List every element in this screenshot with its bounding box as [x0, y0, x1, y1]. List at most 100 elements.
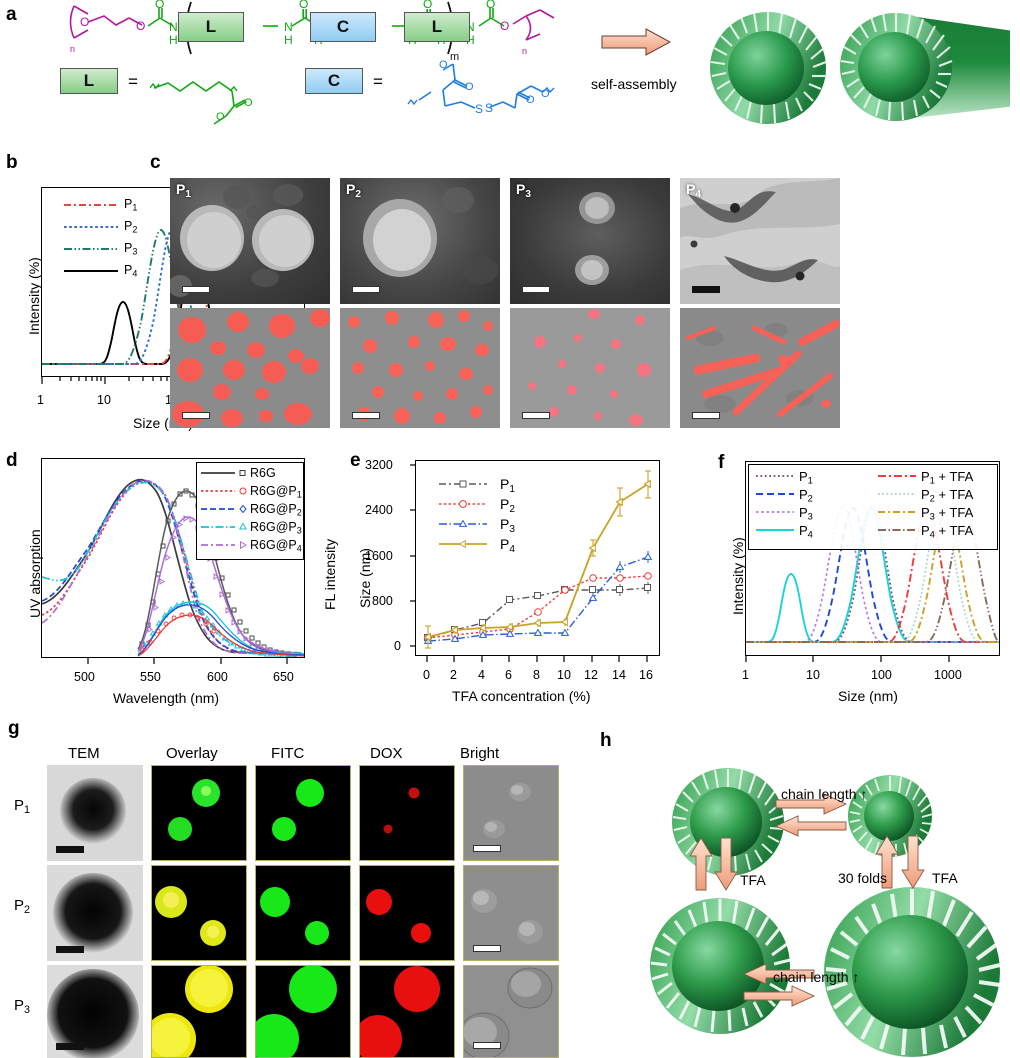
svg-text:S: S [485, 101, 493, 115]
svg-text:N: N [466, 20, 475, 34]
panel-c-label-P4: P4 [686, 181, 701, 200]
svg-text:n: n [522, 46, 527, 56]
svg-text:S: S [475, 102, 483, 116]
panel-e-legend-item-0: P1 [500, 476, 515, 495]
panel-c-tem-P4: P4 [680, 178, 840, 304]
panel-g-tem-P2 [47, 865, 143, 961]
panel-f-legend-box [748, 464, 998, 550]
panel-f-xtick-1: 10 [806, 668, 820, 682]
panel-e-xtick-1: 2 [450, 668, 457, 682]
panel-c-fluor-P3 [510, 308, 670, 428]
scale-bar [522, 412, 550, 419]
svg-text:O: O [500, 19, 509, 33]
legend-box-L: L [60, 68, 118, 94]
panel-g-fitc-P3 [255, 965, 351, 1058]
panel-g-fitc-P1 [255, 765, 351, 861]
panel-h-chain-length-top-label: chain length ↑ [781, 786, 868, 802]
panel-h-tfa-left-label: TFA [740, 872, 766, 888]
scale-bar [692, 412, 720, 419]
panel-c-tem-P3: P3 [510, 178, 670, 304]
self-assembly-label: self-assembly [591, 76, 677, 92]
panel-a-letter: a [6, 4, 17, 25]
panel-g-col-header-fitc: FITC [271, 745, 305, 762]
panel-e-ytick-3: 2400 [365, 503, 393, 517]
scale-bar [692, 286, 720, 293]
panel-e-legend-item-3: P4 [500, 536, 515, 555]
panel-f-legend-item-4: P1 + TFA [921, 469, 974, 486]
legend-box-C: C [305, 68, 363, 94]
panel-e-xaxis-ticks [426, 656, 648, 662]
polymer-box-C-1: C [310, 12, 376, 42]
svg-text:O: O [136, 19, 145, 33]
panel-c-fluor-P2 [340, 308, 500, 428]
panel-g-tem-P1 [47, 765, 143, 861]
panel-e-ytick-4: 3200 [365, 458, 393, 472]
panel-f-legend-item-1: P2 [799, 487, 813, 504]
polymer-box-L-2: L [404, 12, 470, 42]
panel-d-legend-box [196, 462, 304, 560]
panel-d-yaxis-left-label: UV absorption [27, 529, 43, 618]
panel-f-legend-item-2: P3 [799, 505, 813, 522]
panel-e-xtick-8: 16 [639, 668, 653, 682]
svg-text:O: O [526, 94, 535, 106]
panel-e-xaxis-label: TFA concentration (%) [452, 688, 591, 704]
panel-e-yaxis-ticks [410, 464, 416, 647]
panel-g-tem-P3 [47, 965, 143, 1058]
panel-e-xtick-4: 8 [533, 668, 540, 682]
svg-text:O: O [244, 97, 253, 109]
panel-b-letter: b [6, 152, 18, 173]
panel-c-fluor-P1 [170, 308, 330, 428]
panel-e-xtick-0: 0 [423, 668, 430, 682]
panel-g-dox-P2 [359, 865, 455, 961]
panel-d-legend-item-4: R6G@P4 [250, 538, 302, 554]
panel-e-xtick-7: 14 [612, 668, 626, 682]
panel-g-row-label-P3: P3 [14, 997, 31, 1017]
scale-bar [56, 946, 84, 953]
panel-b-yaxis-label: Intensity (%) [26, 257, 42, 335]
panel-e-ytick-2: 1600 [365, 549, 393, 563]
panel-d-yaxis-right-label: FL intensity [322, 538, 338, 610]
panel-f-legend-lines [756, 475, 916, 532]
panel-g-overlay-P3 [151, 965, 247, 1058]
panel-d-legend-item-2: R6G@P2 [250, 502, 302, 518]
panel-g-dox-P1 [359, 765, 455, 861]
svg-text:O: O [465, 81, 474, 93]
panel-h-chain-length-bottom-label: chain length ↑ [773, 969, 860, 985]
panel-e-legend-item-1: P2 [500, 496, 515, 515]
scale-bar [473, 945, 501, 952]
panel-g-row-label-P2: P2 [14, 897, 31, 917]
svg-text:H: H [284, 33, 293, 47]
panel-f-xtick-2: 100 [871, 668, 892, 682]
panel-b-legend-item-0: P1 [124, 197, 138, 213]
self-assembly-arrow-icon [601, 28, 672, 56]
panel-f-yaxis-label: Intensity (%) [730, 537, 746, 615]
monomer-C-structure: O O S S O O [407, 59, 555, 116]
svg-text:O: O [541, 88, 550, 100]
panel-g-letter: g [8, 718, 20, 739]
svg-text:N: N [169, 20, 178, 34]
equals-L: = [128, 72, 138, 91]
equals-C: = [373, 72, 383, 91]
scale-bar [473, 1042, 501, 1049]
panel-e-xtick-2: 4 [478, 668, 485, 682]
scale-bar [473, 845, 501, 852]
panel-g-overlay-P1 [151, 765, 247, 861]
panel-e-yaxis-label: Size (nm) [357, 548, 373, 608]
panel-d-letter: d [6, 450, 18, 471]
panel-b-legend-item-2: P3 [124, 241, 138, 257]
panel-g-overlay-P2 [151, 865, 247, 961]
panel-c-letter: c [150, 152, 161, 173]
panel-f-letter: f [718, 452, 725, 473]
svg-text:O: O [439, 59, 448, 71]
panel-g-fitc-P2 [255, 865, 351, 961]
panel-g-dox-P3 [359, 965, 455, 1058]
panel-b-legend-lines [64, 204, 118, 272]
panel-d-xtick-3: 650 [273, 670, 294, 684]
svg-text:O: O [216, 111, 225, 123]
panel-f-xtick-0: 1 [742, 668, 749, 682]
panel-c-fluor-P4 [680, 308, 840, 428]
svg-text:O: O [155, 0, 164, 11]
panel-c-label-P1: P1 [176, 181, 191, 200]
panel-e-ytick-1: 800 [372, 594, 393, 608]
